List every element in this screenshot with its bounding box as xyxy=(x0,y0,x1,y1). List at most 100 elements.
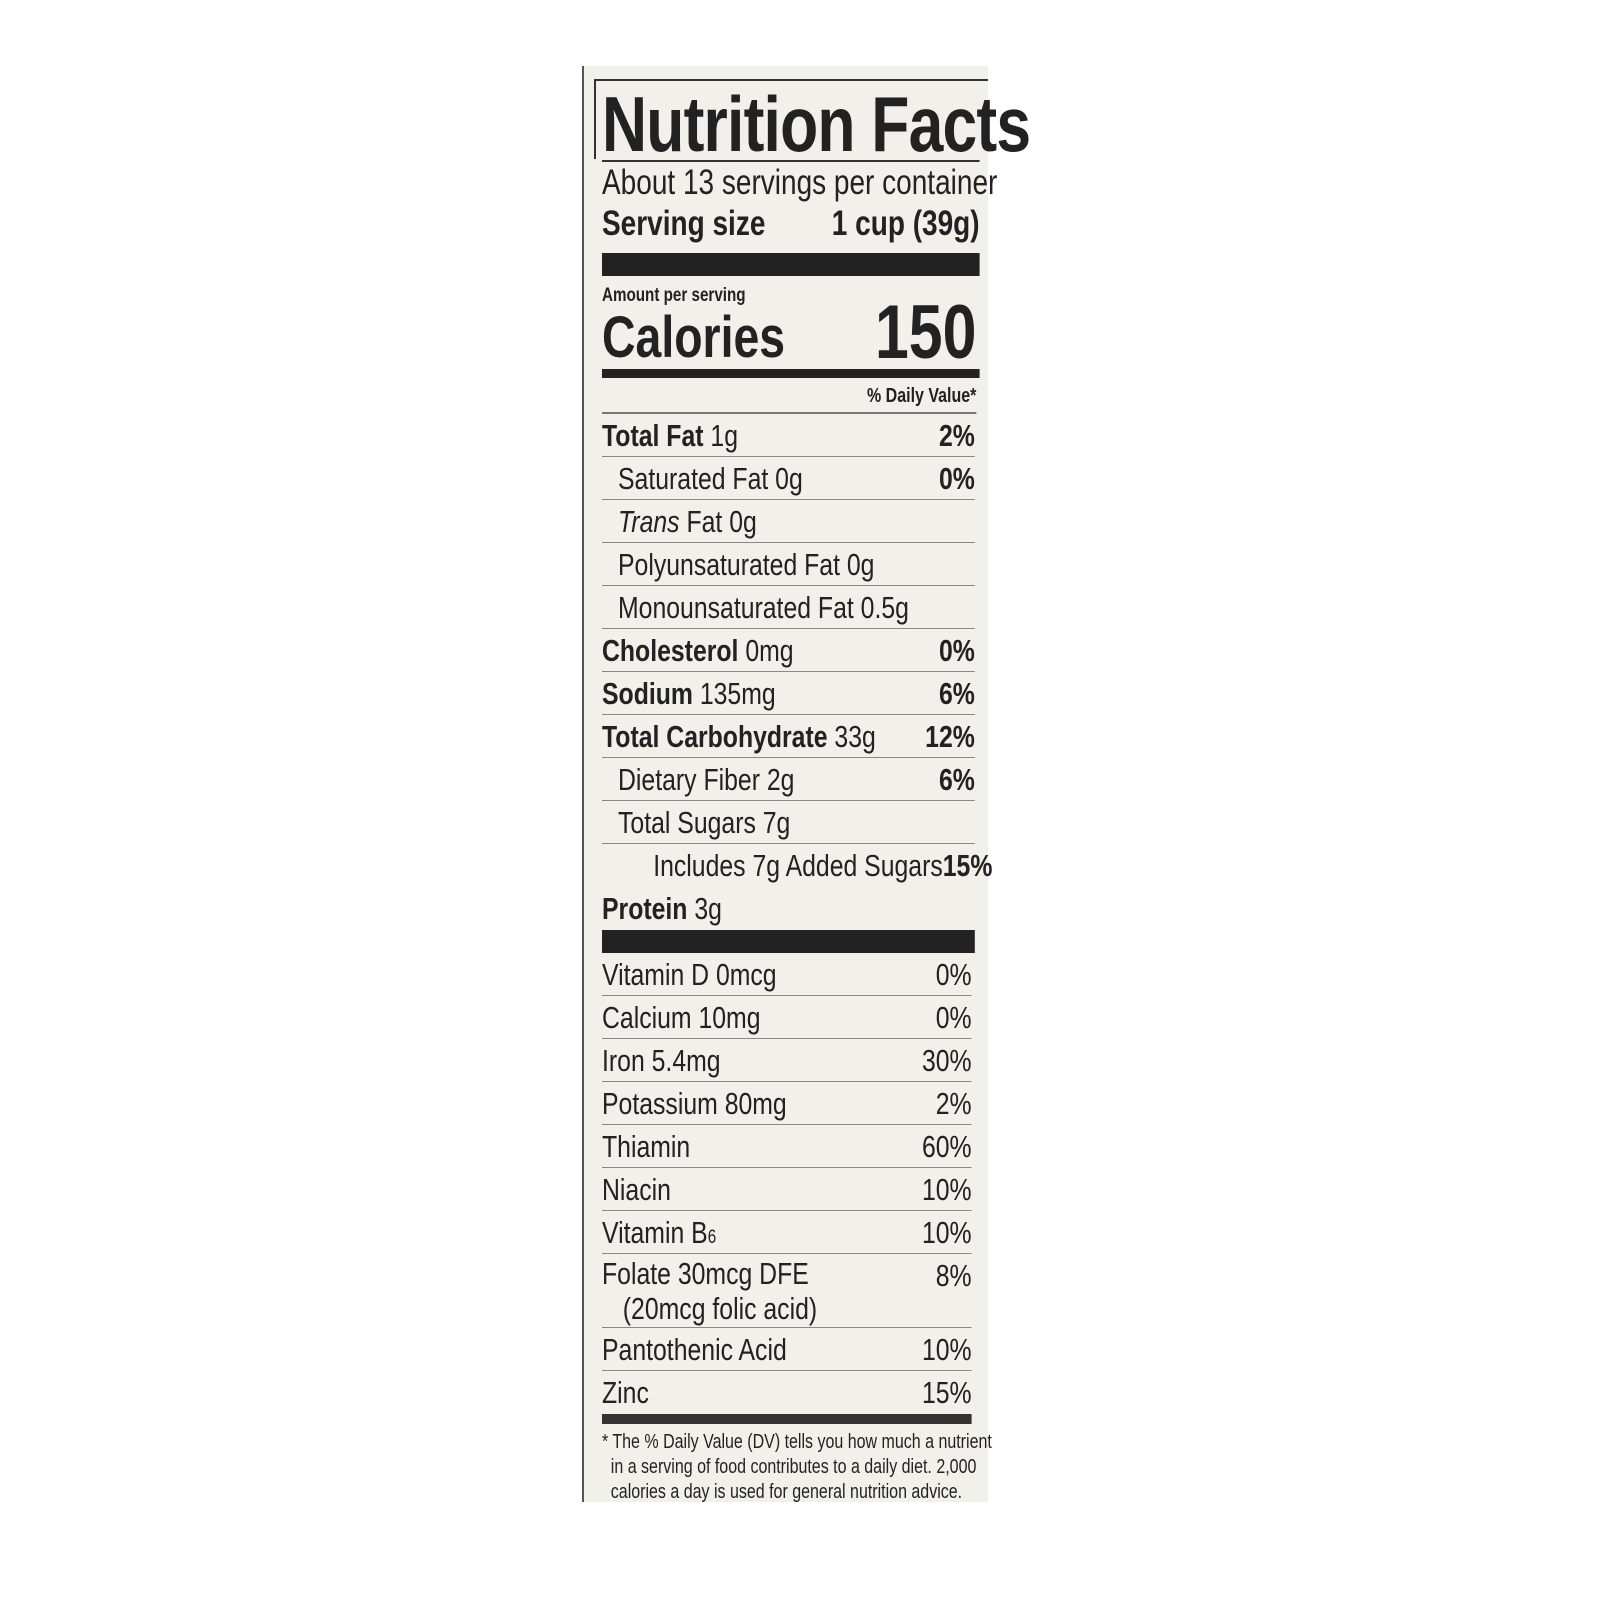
footnote-line: calories a day is used for general nutri… xyxy=(610,1481,963,1503)
nutrient-name: Total Sugars xyxy=(618,805,756,840)
servings-per-container: About 13 servings per container xyxy=(602,163,998,202)
nutrient-name-group: Cholesterol 0mg xyxy=(602,629,794,671)
divider-medium xyxy=(602,369,980,378)
nutrient-row: Polyunsaturated Fat 0g xyxy=(602,543,975,586)
nutrient-amount: 1g xyxy=(710,418,738,453)
vitamin-amount: 10mg xyxy=(698,1000,761,1035)
nutrient-dv: 0% xyxy=(938,633,975,668)
vitamin-list: Vitamin D 0mcg 0% Calcium 10mg 0% Iron 5.4mg… xyxy=(602,953,980,1414)
nutrient-amount: 3g xyxy=(694,891,722,926)
nutrient-name-group: Monounsaturated Fat 0.5g xyxy=(602,586,909,628)
vitamin-dv: 30% xyxy=(921,1043,972,1078)
nutrient-name-group: Saturated Fat 0g xyxy=(602,457,803,499)
nutrient-name-group: Polyunsaturated Fat 0g xyxy=(602,543,874,585)
vitamin-name: Calcium xyxy=(602,1000,692,1035)
nutrient-name-group: Trans Fat 0g xyxy=(602,500,757,542)
vitamin-row: Potassium 80mg 2% xyxy=(602,1082,972,1125)
vitamin-name-group: Vitamin D 0mcg xyxy=(602,953,777,995)
nutrient-name: Saturated Fat xyxy=(618,461,769,496)
serving-size-row: Serving size 1 cup (39g) xyxy=(602,204,980,244)
amount-per-serving: Amount per serving xyxy=(602,285,746,306)
vitamin-name: Folate xyxy=(602,1256,671,1291)
nutrient-name: Dietary Fiber xyxy=(618,762,760,797)
footnote-line: in a serving of food contributes to a da… xyxy=(610,1456,977,1478)
label-title: Nutrition Facts xyxy=(602,80,1031,168)
vitamin-name-group: Calcium 10mg xyxy=(602,996,761,1038)
vitamin-name: Potassium xyxy=(602,1086,718,1121)
vitamin-dv: 0% xyxy=(935,957,972,992)
nutrient-row: Includes 7g Added Sugars 15% xyxy=(621,844,992,887)
nutrient-amount: 0mg xyxy=(745,633,794,668)
vitamin-dv: 2% xyxy=(935,1086,972,1121)
nutrient-name: Protein xyxy=(602,891,688,926)
nutrient-name-group: Dietary Fiber 2g xyxy=(602,758,794,800)
divider-thick xyxy=(602,253,980,276)
vitamin-name: Vitamin B xyxy=(602,1215,708,1250)
nutrient-list: Total Fat 1g 2% Saturated Fat 0g 0% Trans Fa… xyxy=(602,414,992,930)
nutrient-amount: 7g xyxy=(762,805,791,840)
divider-medium xyxy=(602,1414,972,1424)
vitamin-name: Thiamin xyxy=(602,1129,691,1164)
vitamin-row: Zinc 15% xyxy=(602,1371,972,1414)
vitamin-name: Niacin xyxy=(602,1172,671,1207)
vitamin-name-group: Folate 30mcg DFE (20mcg folic acid) xyxy=(602,1254,817,1327)
serving-size-label: Serving size xyxy=(602,204,766,243)
nutrient-name: Sodium xyxy=(602,676,693,711)
nutrient-name: Trans xyxy=(618,504,680,539)
vitamin-name-group: Vitamin B6 xyxy=(602,1211,716,1253)
vitamin-amount: 30mcg DFE xyxy=(677,1256,809,1291)
nutrient-name: Total Carbohydrate xyxy=(602,719,828,754)
calories-row: Calories 150 xyxy=(602,295,980,371)
nutrient-amount: 0g xyxy=(729,504,757,539)
calories-label: Calories xyxy=(602,305,786,370)
nutrient-amount: 0g xyxy=(846,547,875,582)
nutrient-dv: 15% xyxy=(942,848,993,883)
vitamin-row: Vitamin B6 10% xyxy=(602,1211,972,1254)
nutrient-amount: 135mg xyxy=(699,676,776,711)
vitamin-amount: 5.4mg xyxy=(651,1043,721,1078)
nutrient-name-group: Protein 3g xyxy=(602,887,722,930)
vitamin-name-group: Iron 5.4mg xyxy=(602,1039,721,1081)
serving-size-value: 1 cup (39g) xyxy=(831,204,980,243)
label-border-left xyxy=(594,79,596,159)
nutrient-row: Saturated Fat 0g 0% xyxy=(602,457,975,500)
nutrient-dv: 12% xyxy=(925,719,975,754)
divider-thick xyxy=(602,930,975,953)
vitamin-name-group: Thiamin xyxy=(602,1125,690,1167)
vitamin-name-group: Pantothenic Acid xyxy=(602,1328,787,1370)
vitamin-dv: 15% xyxy=(921,1375,972,1410)
vitamin-amount: 80mg xyxy=(724,1086,787,1121)
vitamin-row: Iron 5.4mg 30% xyxy=(602,1039,972,1082)
nutrient-amount: 33g xyxy=(834,719,876,754)
vitamin-name-group: Potassium 80mg xyxy=(602,1082,787,1124)
nutrient-row: Total Fat 1g 2% xyxy=(602,414,975,457)
vitamin-dv: 8% xyxy=(935,1258,972,1293)
nutrient-name-group: Total Carbohydrate 33g xyxy=(602,715,876,757)
nutrient-name-group: Includes 7g Added Sugars xyxy=(621,844,943,887)
vitamin-note: (20mcg folic acid) xyxy=(622,1291,818,1326)
nutrient-name-group: Total Fat 1g xyxy=(602,414,738,456)
nutrient-name-group: Sodium 135mg xyxy=(602,672,776,714)
vitamin-name: Iron xyxy=(602,1043,645,1078)
nutrient-row: Monounsaturated Fat 0.5g xyxy=(602,586,975,629)
vitamin-row: Pantothenic Acid 10% xyxy=(602,1328,972,1371)
nutrient-dv: 6% xyxy=(938,762,975,797)
vitamin-row: Calcium 10mg 0% xyxy=(602,996,972,1039)
vitamin-name: Pantothenic Acid xyxy=(602,1332,787,1367)
vitamin-name-group: Niacin xyxy=(602,1168,671,1210)
vitamin-name: Vitamin D xyxy=(602,957,710,992)
nutrient-row: Protein 3g xyxy=(602,887,975,930)
footnote: * The % Daily Value (DV) tells you how m… xyxy=(602,1430,992,1505)
nutrient-amount: 2g xyxy=(766,762,795,797)
footnote-line: * The % Daily Value (DV) tells you how m… xyxy=(602,1431,992,1453)
vitamin-dv: 10% xyxy=(921,1215,972,1250)
vitamin-row: Folate 30mcg DFE (20mcg folic acid) 8% xyxy=(602,1254,972,1328)
nutrient-row: Total Carbohydrate 33g 12% xyxy=(602,715,975,758)
nutrient-name: Cholesterol xyxy=(602,633,739,668)
nutrient-row: Cholesterol 0mg 0% xyxy=(602,629,975,672)
vitamin-subscript: 6 xyxy=(707,1227,717,1248)
nutrient-name-suffix: Fat xyxy=(686,504,723,539)
vitamin-amount: 0mcg xyxy=(715,957,777,992)
vitamin-name: Zinc xyxy=(602,1375,649,1410)
nutrient-amount: 0.5g xyxy=(860,590,909,625)
